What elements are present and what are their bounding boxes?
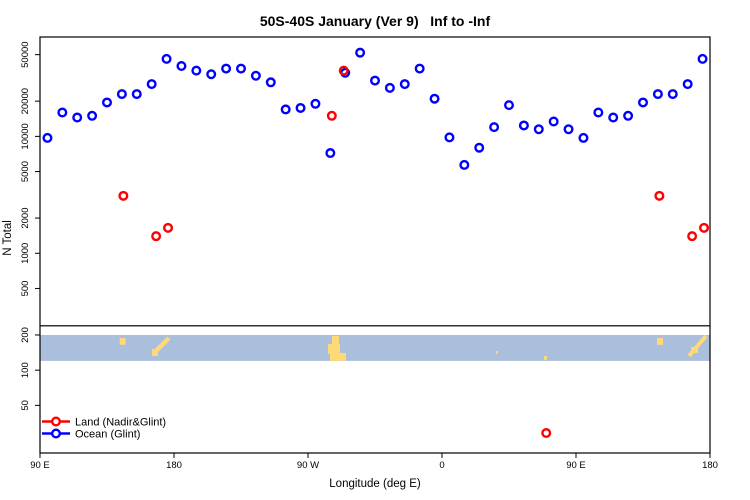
y-axis-label: N Total bbox=[2, 220, 14, 256]
x-tick-label: 90 W bbox=[297, 460, 319, 471]
y-tick-label: 5000 bbox=[20, 161, 31, 182]
data-point-ocean bbox=[667, 89, 678, 100]
data-point-ocean bbox=[295, 102, 306, 113]
data-point-ocean bbox=[370, 75, 381, 86]
x-tick-label: 180 bbox=[702, 460, 718, 471]
map-band-land-patch bbox=[151, 348, 159, 356]
data-point-ocean bbox=[146, 79, 157, 90]
data-point-ocean bbox=[325, 148, 336, 159]
map-band-ocean bbox=[40, 334, 710, 361]
y-tick-label: 100 bbox=[20, 362, 31, 378]
legend-land-circle-icon bbox=[51, 416, 62, 427]
data-point-ocean bbox=[548, 116, 559, 127]
x-tick-label: 0 bbox=[439, 460, 444, 471]
data-point-ocean bbox=[563, 124, 574, 135]
data-point-ocean bbox=[250, 70, 261, 81]
data-point-ocean bbox=[72, 112, 83, 123]
map-band-land-patch bbox=[119, 338, 126, 345]
data-point-ocean bbox=[87, 110, 98, 121]
y-tick-label: 50000 bbox=[20, 41, 31, 67]
data-point-land bbox=[151, 231, 162, 242]
data-point-ocean bbox=[310, 98, 321, 109]
data-point-ocean bbox=[429, 93, 440, 104]
legend-item-land: Land (Nadir&Glint) bbox=[42, 417, 166, 429]
map-band-land-patch bbox=[656, 338, 663, 345]
map-band-land-patch bbox=[496, 351, 498, 354]
data-point-ocean bbox=[652, 89, 663, 100]
data-point-ocean bbox=[384, 82, 395, 93]
data-point-ocean bbox=[235, 63, 246, 74]
legend-ocean-circle-icon bbox=[51, 428, 62, 439]
data-point-ocean bbox=[101, 97, 112, 108]
legend-item-ocean: Ocean (Glint) bbox=[42, 429, 140, 441]
x-tick-label: 90 E bbox=[30, 460, 50, 471]
legend: Land (Nadir&Glint) Ocean (Glint) bbox=[42, 417, 166, 441]
chart-title: 50S-40S January (Ver 9) Inf to -Inf bbox=[260, 13, 491, 29]
data-point-ocean bbox=[489, 122, 500, 133]
data-point-ocean bbox=[578, 132, 589, 143]
data-point-ocean bbox=[280, 104, 291, 115]
data-point-land bbox=[118, 190, 129, 201]
data-point-ocean bbox=[682, 79, 693, 90]
map-band bbox=[40, 334, 710, 361]
data-point-ocean bbox=[131, 89, 142, 100]
data-point-ocean bbox=[206, 69, 217, 80]
x-axis-label: Longitude (deg E) bbox=[329, 478, 421, 490]
y-tick-label: 500 bbox=[20, 281, 31, 297]
map-band-land-patch bbox=[691, 346, 699, 353]
y-tick-label: 1000 bbox=[20, 243, 31, 264]
data-point-ocean bbox=[42, 132, 53, 143]
data-point-ocean bbox=[176, 60, 187, 71]
data-point-ocean bbox=[533, 124, 544, 135]
data-point-ocean bbox=[474, 142, 485, 153]
data-point-ocean bbox=[57, 107, 68, 118]
data-point-ocean bbox=[116, 89, 127, 100]
data-point-ocean bbox=[355, 47, 366, 58]
data-point-ocean bbox=[414, 63, 425, 74]
data-point-ocean bbox=[608, 112, 619, 123]
data-point-ocean bbox=[518, 120, 529, 131]
data-point-land bbox=[338, 65, 349, 76]
map-band-land-patch bbox=[543, 355, 547, 360]
legend-ocean-label: Ocean (Glint) bbox=[75, 429, 140, 441]
data-point-land bbox=[326, 110, 337, 121]
data-point-land bbox=[541, 428, 552, 439]
data-point-ocean bbox=[399, 79, 410, 90]
y-tick-label: 50 bbox=[20, 400, 31, 411]
data-point-ocean bbox=[161, 53, 172, 64]
data-points bbox=[42, 47, 710, 439]
map-band-land-patch bbox=[327, 344, 341, 354]
data-point-ocean bbox=[623, 110, 634, 121]
map-band-land-patch bbox=[330, 352, 346, 361]
y-tick-label: 20000 bbox=[20, 88, 31, 114]
data-point-ocean bbox=[221, 63, 232, 74]
y-tick-label: 2000 bbox=[20, 208, 31, 229]
data-point-ocean bbox=[504, 100, 515, 111]
x-tick-label: 180 bbox=[166, 460, 182, 471]
plot-border bbox=[39, 36, 711, 454]
y-tick-label: 10000 bbox=[20, 123, 31, 149]
axes: 90 E 180 90 W 0 90 E 180 50000 20000 10000 5000 20… bbox=[20, 41, 718, 471]
data-point-ocean bbox=[265, 77, 276, 88]
data-point-land bbox=[654, 190, 665, 201]
data-point-land bbox=[163, 222, 174, 233]
data-point-land bbox=[699, 222, 710, 233]
data-point-ocean bbox=[444, 132, 455, 143]
data-point-ocean bbox=[191, 65, 202, 76]
map-band-land-patch bbox=[331, 336, 339, 346]
data-point-ocean bbox=[459, 159, 470, 170]
data-point-ocean bbox=[593, 107, 604, 118]
legend-land-label: Land (Nadir&Glint) bbox=[75, 417, 166, 429]
data-point-ocean bbox=[697, 53, 708, 64]
y-tick-label: 200 bbox=[20, 327, 31, 343]
data-point-ocean bbox=[638, 97, 649, 108]
data-point-land bbox=[687, 231, 698, 242]
x-tick-label: 90 E bbox=[566, 460, 586, 471]
